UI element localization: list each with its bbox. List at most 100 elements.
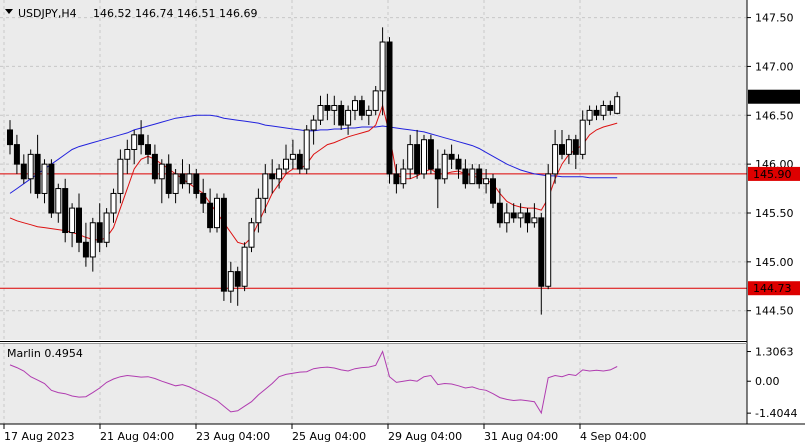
candle-body [317,105,324,121]
candle [614,91,621,115]
candle [414,129,421,179]
candle [248,217,255,253]
level-tag-label: 144.73 [753,282,792,295]
candle-body [289,153,296,160]
candle [434,149,441,209]
candle [331,95,338,126]
candle [172,169,179,204]
candle-body [476,168,483,185]
candle-body [34,153,41,194]
candle [200,178,207,213]
time-tick-label: 23 Aug 04:00 [196,430,270,443]
price-tick-label: 147.50 [755,12,794,25]
candle [145,134,151,165]
time-tick-label: 17 Aug 2023 [4,430,74,443]
candle-body [69,207,76,234]
candle-body [469,168,476,185]
candle [124,139,131,174]
candle-body [517,212,524,219]
collapse-triangle-icon[interactable] [5,9,13,14]
candle-body [503,212,510,224]
candle-body [490,178,496,204]
candle [593,105,600,121]
time-tick-label: 29 Aug 04:00 [388,430,462,443]
candle-body [338,105,345,126]
candle [545,164,552,290]
candle-body [600,105,607,116]
candle [579,110,586,160]
candle-body [441,153,448,180]
candle-body [269,173,276,180]
candle-body [483,178,490,185]
candle [262,164,269,213]
candle-body [172,173,179,194]
price-tick-label: 145.00 [755,256,794,269]
candle [48,159,55,218]
candle-body [186,173,193,185]
candle [179,159,186,189]
candle [227,261,234,303]
candle [82,222,89,267]
candle-body [96,222,103,243]
candle-body [193,173,200,194]
price-tick-label: 144.50 [755,305,794,318]
candle-body [421,139,427,175]
horizontal-levels [0,173,747,289]
candle [517,203,524,228]
candle-body [283,158,289,170]
candle [400,159,407,189]
candle-body [62,188,69,234]
candle [7,120,13,155]
candle [158,159,165,204]
candle-body [345,109,352,126]
candle [455,154,462,179]
candle-body [448,153,455,160]
candle-body [434,168,441,180]
candle-body [407,144,414,170]
current-price-tag: 146.69 [753,91,792,104]
candle-body [248,222,255,248]
candle [586,105,593,126]
price-pane-background [0,0,747,340]
time-tick-label: 31 Aug 04:00 [484,430,558,443]
price-tick-label: 146.50 [755,109,794,122]
candle-body [220,197,227,292]
ma-red-line [9,103,618,245]
candle-body [41,163,48,194]
price-axis-ticks: 147.50147.00146.50146.00145.50145.00144.… [747,12,794,318]
candle-body [510,212,517,219]
marlin-line [9,350,618,415]
candle-body [117,158,124,194]
candle [289,139,296,170]
candle [600,100,607,121]
candle-body [531,217,538,224]
candle-body [400,168,407,185]
candle [241,242,248,292]
candle-body [55,188,62,214]
candle [151,144,158,184]
candle [138,120,145,155]
candle-body [145,144,151,155]
candle [503,203,510,233]
candle-body [593,109,600,116]
time-tick-label: 25 Aug 04:00 [292,430,366,443]
candle [103,208,110,248]
candle-body [276,168,283,180]
candle-body [331,105,338,111]
candle [296,149,303,174]
ohlc-values: 146.52 146.74 146.51 146.69 [93,7,257,20]
candle [76,193,82,253]
candle [13,134,20,174]
candle-body [241,246,248,287]
candle-body [296,153,303,170]
candles [7,27,621,315]
candle-body [151,153,158,180]
candle-body [200,192,207,204]
candle-body [538,217,545,287]
candle-body [165,163,172,194]
candle-body [579,119,586,155]
candle [469,164,476,185]
candle [531,203,538,228]
candle-body [372,90,379,111]
